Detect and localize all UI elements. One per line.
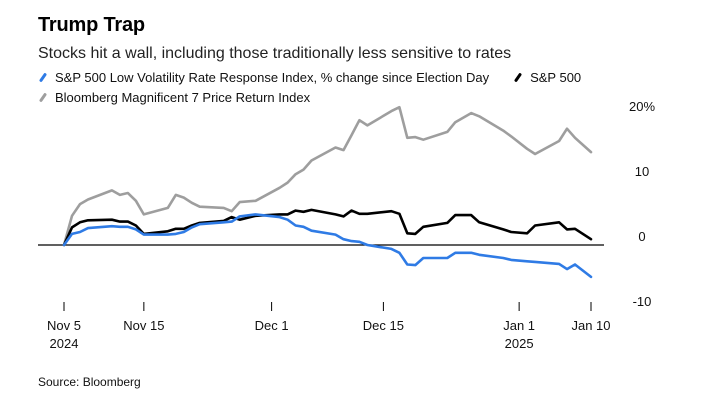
x-tick-label-2: Dec 1 bbox=[255, 318, 289, 333]
y-tick-label-2: 0 bbox=[638, 229, 645, 244]
x-tick-label-5: Jan 10 bbox=[571, 318, 610, 333]
legend-label-sp500: S&P 500 bbox=[530, 70, 582, 85]
series-line-2 bbox=[62, 213, 593, 279]
x-tick-label-1: Nov 15 bbox=[123, 318, 164, 333]
legend-label-mag7: Bloomberg Magnificent 7 Price Return Ind… bbox=[55, 90, 311, 105]
x-tick-label-3: Dec 15 bbox=[363, 318, 404, 333]
y-tick-label-3: -10 bbox=[633, 294, 652, 309]
x-tick-label-0: Nov 5 bbox=[47, 318, 81, 333]
chart-title: Trump Trap bbox=[38, 14, 145, 36]
series-line-1 bbox=[62, 208, 593, 247]
x-tick-label-4: Jan 1 bbox=[503, 318, 535, 333]
series-line-0 bbox=[62, 105, 593, 247]
y-tick-label-1: 10 bbox=[635, 164, 649, 179]
x-tick-sublabel-0: 2024 bbox=[50, 336, 79, 351]
chart-subtitle: Stocks hit a wall, including those tradi… bbox=[38, 45, 512, 62]
legend-label-low-vol: S&P 500 Low Volatility Rate Response Ind… bbox=[55, 70, 490, 85]
legend-row-1: S&P 500 Low Volatility Rate Response Ind… bbox=[38, 70, 581, 85]
source-note: Source: Bloomberg bbox=[38, 375, 141, 389]
legend-row-2: Bloomberg Magnificent 7 Price Return Ind… bbox=[38, 90, 310, 105]
x-tick-sublabel-4: 2025 bbox=[505, 336, 534, 351]
y-tick-label-0: 20% bbox=[629, 99, 655, 114]
